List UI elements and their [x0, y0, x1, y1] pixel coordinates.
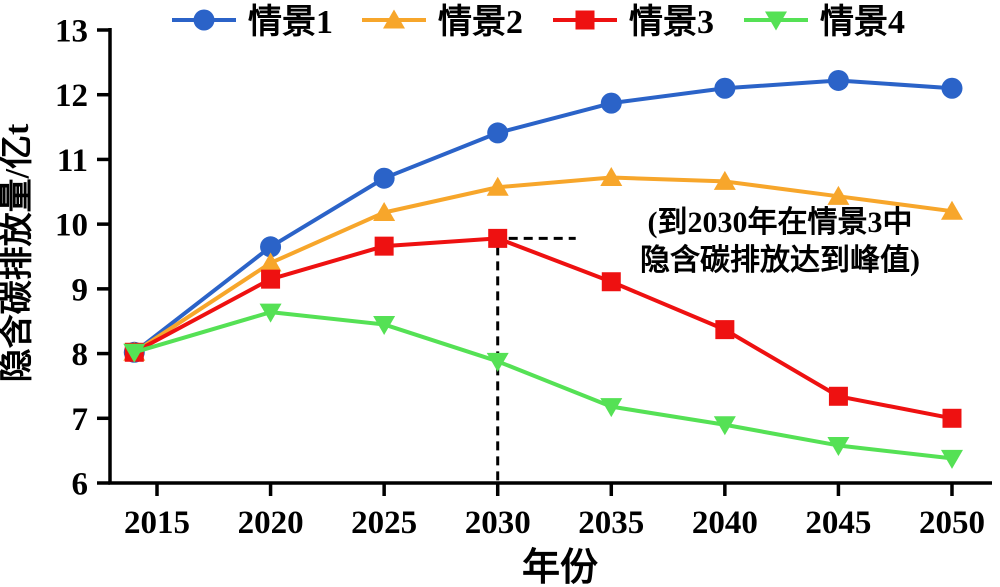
data-point-scenario-2-2020 — [259, 252, 282, 272]
y-axis-title: 隐含碳排放量/亿t — [0, 123, 36, 382]
data-point-scenario-4-2045 — [827, 436, 850, 456]
legend-label-scenario-4: 情景4 — [820, 3, 905, 41]
data-point-scenario-1-2020 — [260, 236, 282, 258]
data-point-scenario-1-2035 — [600, 92, 622, 114]
x-tick-label: 2040 — [692, 505, 758, 541]
series-scenario-3 — [124, 228, 962, 428]
series-scenario-2 — [123, 167, 963, 361]
legend-item-scenario-4: 情景4 — [744, 3, 905, 41]
data-point-scenario-1-2030 — [487, 122, 509, 144]
y-tick-label: 7 — [72, 402, 89, 438]
legend-triangle-down-icon — [765, 11, 787, 31]
legend-label-scenario-3: 情景3 — [629, 3, 714, 41]
y-tick-label: 12 — [55, 78, 88, 114]
data-point-scenario-2-2025 — [373, 201, 396, 221]
peak-dashed-guides — [496, 236, 576, 483]
series-lines — [123, 69, 963, 469]
data-point-scenario-3-2030 — [488, 228, 508, 248]
data-point-scenario-3-2025 — [374, 236, 394, 256]
data-point-scenario-3-2040 — [715, 320, 735, 340]
data-point-scenario-2-2050 — [940, 200, 963, 220]
x-axis-title: 年份 — [522, 547, 598, 587]
series-line-scenario-4 — [132, 310, 954, 461]
y-tick-label: 8 — [72, 337, 89, 373]
x-tick-label: 2045 — [805, 505, 871, 541]
legend-item-scenario-3: 情景3 — [553, 3, 714, 41]
data-point-scenario-2-2040 — [713, 170, 736, 190]
y-tick-label: 10 — [55, 208, 88, 244]
x-tick-label: 2035 — [578, 505, 644, 541]
x-tick-label: 2015 — [124, 505, 190, 541]
data-point-scenario-4-2014 — [123, 343, 146, 363]
y-tick-label: 6 — [72, 467, 89, 503]
series-line-scenario-3 — [132, 236, 954, 421]
legend-label-scenario-2: 情景2 — [438, 3, 523, 41]
annotation-line-1: (到2030年在情景3中 — [648, 206, 913, 239]
y-tick-label: 11 — [57, 143, 88, 179]
y-tick-label: 9 — [72, 272, 89, 308]
legend-item-scenario-1: 情景1 — [172, 3, 333, 41]
y-tick-label: 13 — [55, 14, 88, 50]
data-point-scenario-4-2030 — [486, 352, 509, 372]
data-point-scenario-4-2050 — [940, 449, 963, 469]
series-line-scenario-1 — [132, 78, 954, 355]
data-point-scenario-1-2050 — [941, 77, 963, 99]
data-point-scenario-4-2025 — [373, 315, 396, 335]
data-point-scenario-3-2020 — [261, 269, 281, 289]
data-point-scenario-1-2040 — [714, 77, 736, 99]
data-point-scenario-1-2025 — [373, 167, 395, 189]
data-point-scenario-2-2035 — [600, 167, 623, 187]
data-point-scenario-1-2045 — [827, 69, 849, 91]
x-tick-label: 2025 — [351, 505, 417, 541]
series-scenario-1 — [123, 69, 963, 363]
annotation-line-2: 隐含碳排放达到峰值) — [640, 243, 920, 277]
data-point-scenario-4-2040 — [713, 416, 736, 436]
data-point-scenario-2-2045 — [827, 185, 850, 205]
legend-circle-icon — [193, 9, 215, 31]
data-point-scenario-2-2030 — [486, 176, 509, 196]
legend-item-scenario-2: 情景2 — [362, 3, 523, 41]
legend: 情景1 情景2 情景3 情景4 — [172, 3, 905, 41]
legend-square-icon — [575, 10, 595, 30]
x-tick-label: 2050 — [919, 505, 985, 541]
data-point-scenario-3-2050 — [942, 408, 962, 428]
x-tick-label: 2020 — [238, 505, 304, 541]
data-point-scenario-3-2045 — [828, 386, 848, 406]
data-point-scenario-3-2035 — [601, 272, 621, 292]
legend-label-scenario-1: 情景1 — [248, 3, 333, 41]
legend-triangle-up-icon — [383, 9, 405, 29]
series-scenario-4 — [123, 303, 963, 469]
series-line-scenario-2 — [132, 175, 954, 355]
data-point-scenario-4-2020 — [259, 303, 282, 323]
data-point-scenario-4-2035 — [600, 398, 623, 418]
axes: 6 7 8 9 10 11 12 13 2015 2020 2025 2030 2035 2040 2045… — [55, 14, 992, 541]
x-tick-label: 2030 — [465, 505, 531, 541]
